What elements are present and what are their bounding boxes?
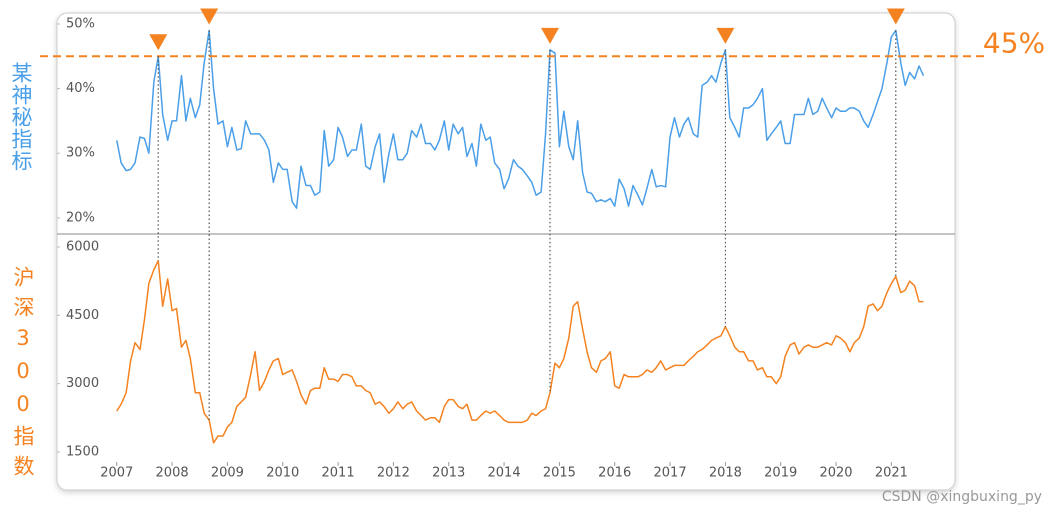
- y-tick-label: 1500: [66, 444, 99, 459]
- y-axis-label: 某神秘指标: [9, 62, 33, 172]
- x-tick-label: 2014: [488, 466, 521, 481]
- data-line: [116, 259, 924, 444]
- x-tick-label: 2013: [432, 466, 465, 481]
- x-tick-label: 2021: [875, 466, 908, 481]
- x-tick-label: 2010: [266, 466, 299, 481]
- peak-marker: [716, 27, 735, 44]
- data-line: [116, 29, 925, 209]
- x-tick-label: 2009: [211, 466, 244, 481]
- y-tick-label: 4500: [66, 308, 99, 323]
- peak-marker: [540, 27, 559, 44]
- x-tick-label: 2011: [322, 466, 355, 481]
- y-tick-label: 30%: [66, 146, 95, 161]
- x-tick-label: 2016: [598, 466, 631, 481]
- x-tick-label: 2007: [100, 466, 133, 481]
- x-tick-label: 2012: [377, 466, 410, 481]
- y-tick-label: 40%: [66, 81, 95, 96]
- x-tick-label: 2018: [709, 466, 742, 481]
- x-tick-label: 2008: [156, 466, 189, 481]
- x-tick-label: 2019: [764, 466, 797, 481]
- watermark: CSDN @xingbuxing_py: [882, 489, 1042, 505]
- threshold-label: 45%: [983, 26, 1045, 59]
- x-tick-label: 2017: [654, 466, 687, 481]
- y-tick-label: 3000: [66, 376, 99, 391]
- peak-marker: [886, 8, 905, 25]
- frame: [56, 12, 956, 491]
- x-tick-label: 2020: [819, 466, 852, 481]
- y-axis-label: 沪深300指数: [11, 266, 35, 485]
- y-tick-label: 6000: [66, 239, 99, 254]
- peak-marker: [200, 8, 219, 25]
- y-tick-label: 50%: [66, 16, 95, 31]
- y-tick-label: 20%: [66, 210, 95, 225]
- peak-marker: [149, 34, 168, 51]
- x-tick-label: 2015: [543, 466, 576, 481]
